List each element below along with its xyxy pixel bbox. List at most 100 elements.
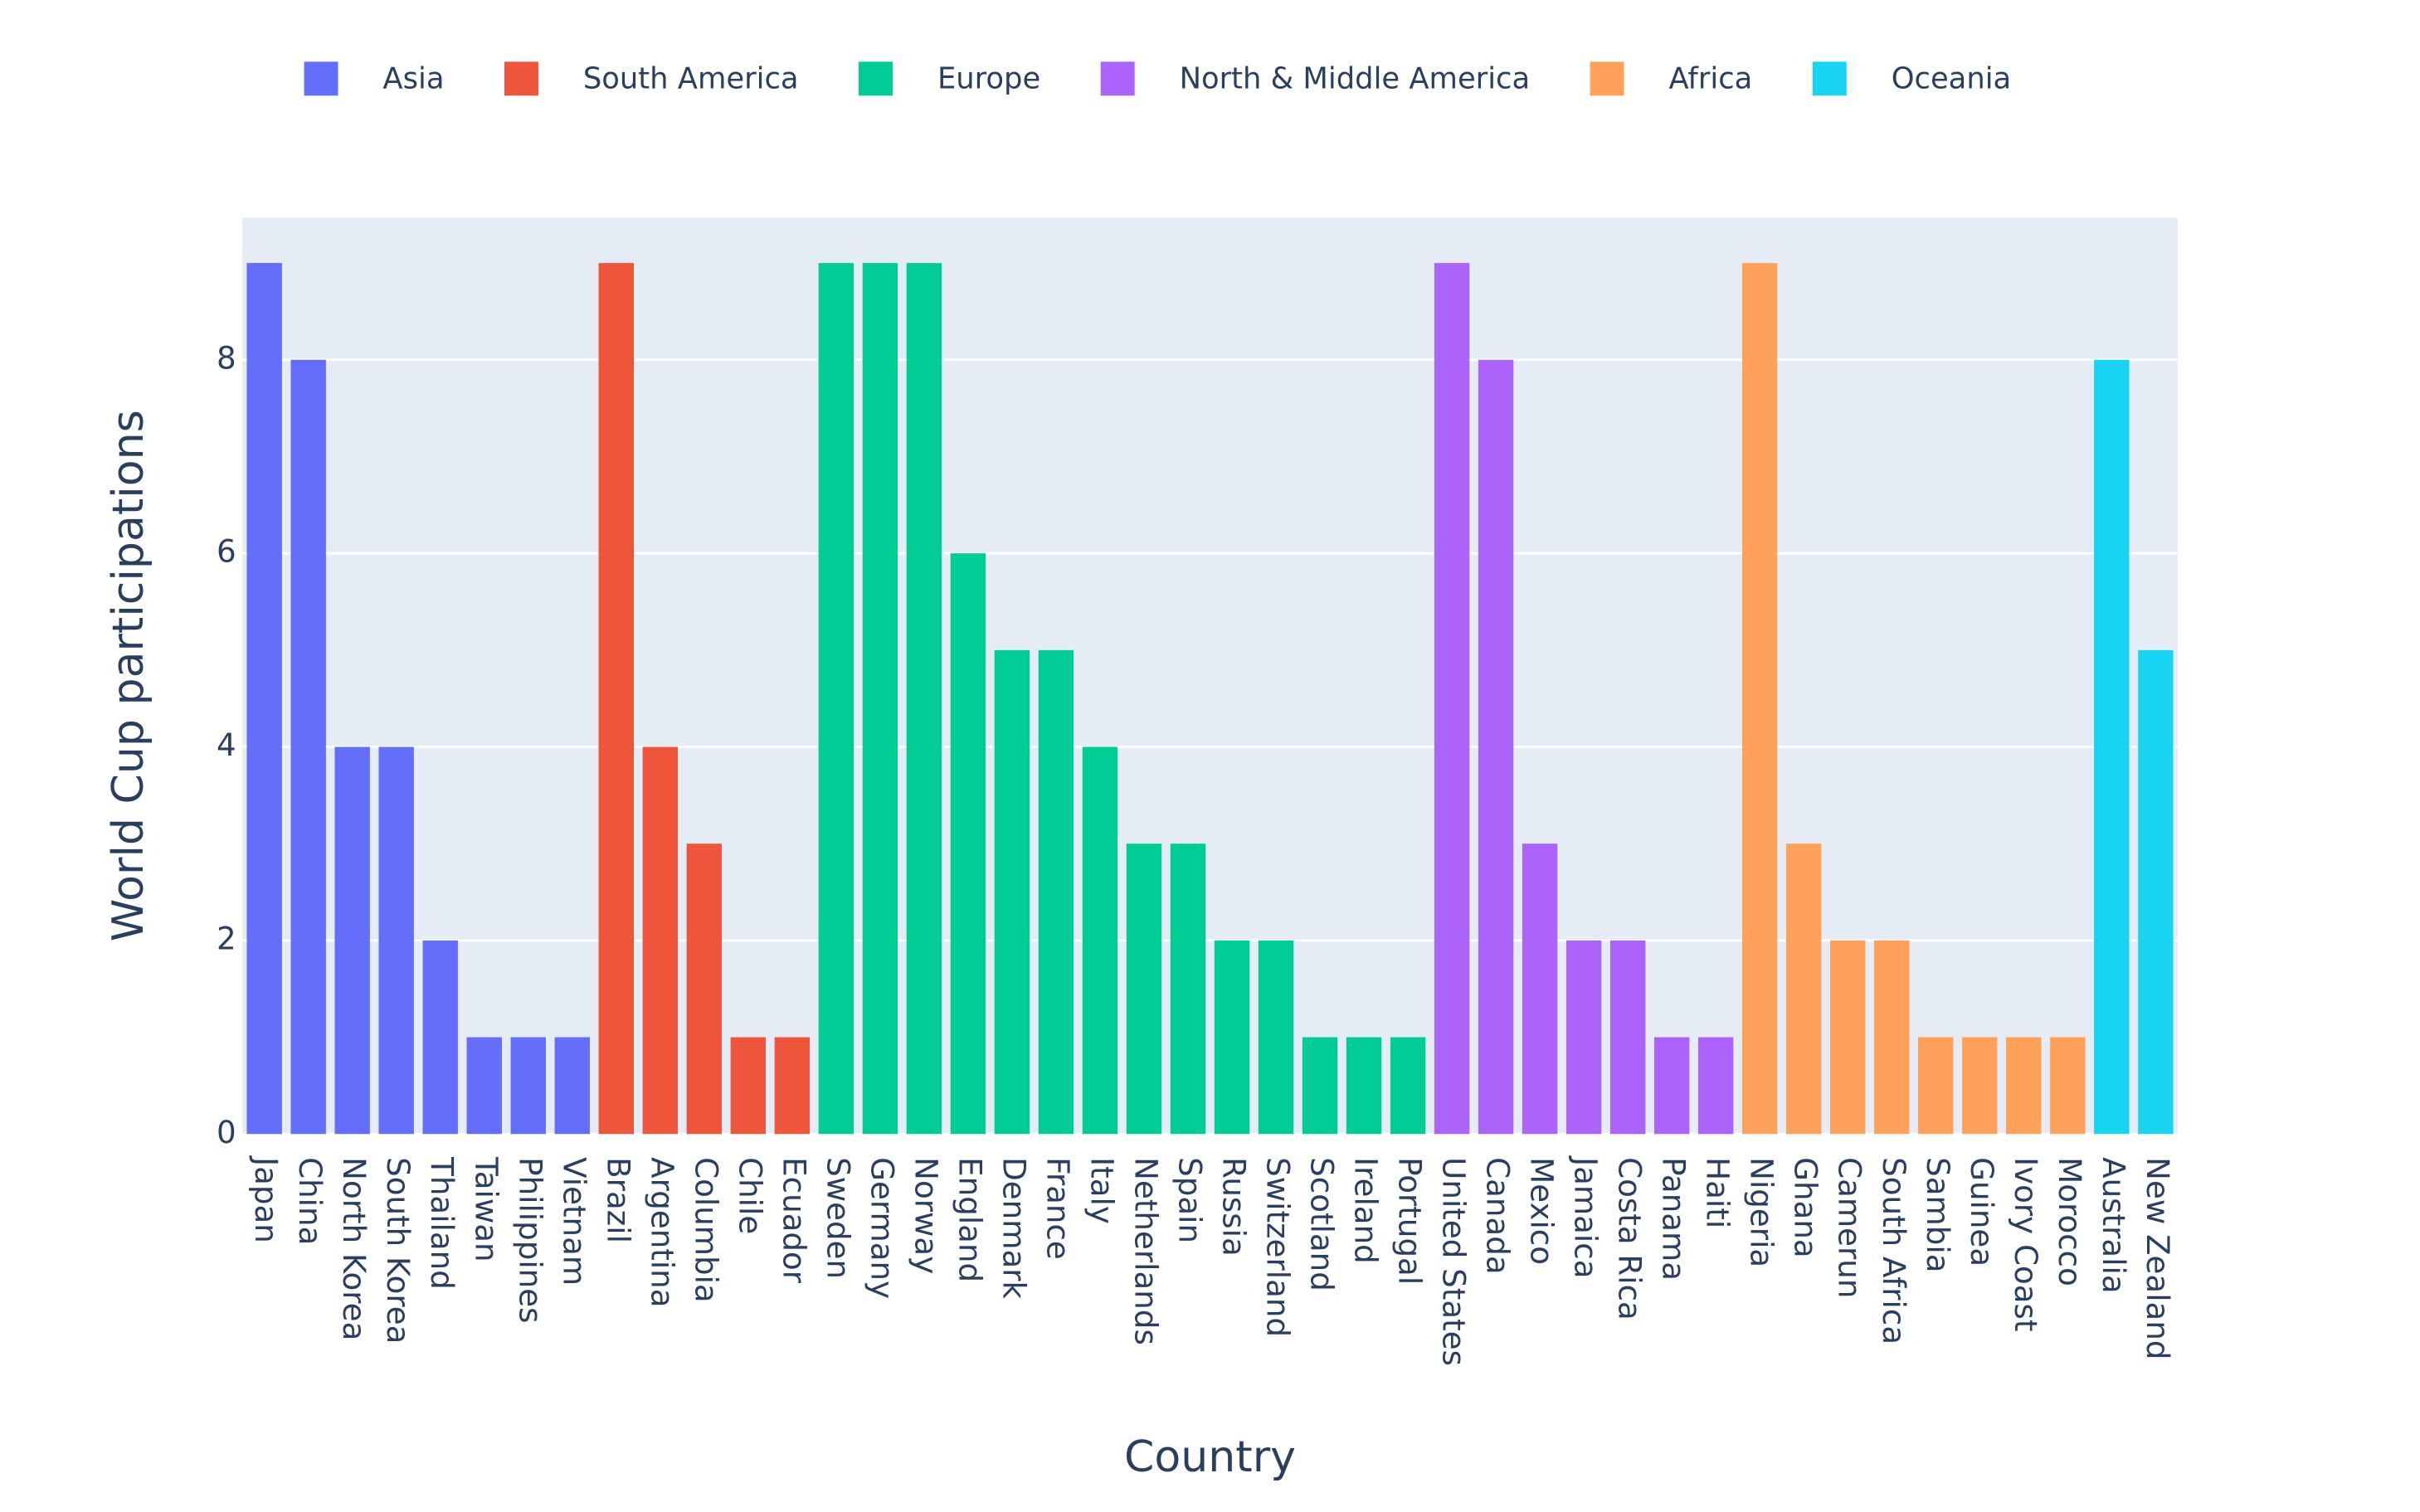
bar — [1697, 1037, 1734, 1135]
bar — [510, 1037, 546, 1135]
x-tick-label: United States — [1436, 1157, 1473, 1366]
bar — [1434, 263, 1470, 1135]
bar — [1478, 359, 1514, 1135]
x-tick-label: Scotland — [1304, 1157, 1341, 1291]
x-tick-label: Italy — [1083, 1157, 1120, 1224]
x-tick-label: Spain — [1171, 1157, 1208, 1243]
bar — [422, 940, 458, 1135]
bar — [1874, 940, 1910, 1135]
x-tick-label: Russia — [1216, 1157, 1253, 1257]
x-tick-label: Guinea — [1964, 1157, 2000, 1266]
bar — [818, 263, 855, 1135]
bar — [994, 649, 1030, 1135]
x-tick-label: Nigeria — [1744, 1157, 1780, 1267]
bar — [1302, 1037, 1338, 1135]
bar — [1346, 1037, 1382, 1135]
x-tick-label: Brazil — [600, 1157, 636, 1243]
bar — [1962, 1037, 1998, 1135]
bar — [1522, 844, 1558, 1135]
bar — [1082, 746, 1118, 1135]
x-tick-label: Canada — [1480, 1157, 1517, 1275]
bar — [686, 844, 723, 1135]
y-tick-label: 4 — [217, 727, 236, 763]
bar — [1170, 844, 1206, 1135]
x-tick-label: Camerun — [1832, 1157, 1868, 1298]
bar — [378, 746, 414, 1135]
legend-swatch — [1590, 61, 1624, 96]
bar — [862, 263, 898, 1135]
bar — [774, 1037, 811, 1135]
legend-label: South America — [583, 62, 799, 96]
bar — [1741, 263, 1778, 1135]
x-tick-label: Costa Rica — [1612, 1157, 1648, 1320]
bar — [1126, 844, 1162, 1135]
x-tick-label: Ecuador — [776, 1157, 812, 1284]
bar — [1609, 940, 1646, 1135]
legend-swatch — [859, 61, 894, 96]
x-tick-label: Sambia — [1920, 1157, 1956, 1272]
y-tick-label: 0 — [217, 1114, 236, 1150]
x-tick-label: Thailand — [424, 1156, 460, 1290]
bar — [730, 1037, 767, 1135]
legend-swatch — [1812, 61, 1847, 96]
x-tick-label: Denmark — [996, 1157, 1032, 1299]
bar — [950, 553, 986, 1135]
legend-label: Oceania — [1892, 62, 2011, 96]
x-tick-label: New Zealand — [2140, 1157, 2176, 1359]
x-tick-label: Netherlands — [1127, 1157, 1164, 1345]
bar — [2094, 359, 2130, 1135]
bar — [1038, 649, 1074, 1135]
x-tick-label: China — [292, 1157, 329, 1245]
legend-label: North & Middle America — [1180, 62, 1530, 96]
x-tick-label: Sweden — [820, 1157, 856, 1279]
legend-label: Africa — [1669, 62, 1753, 96]
x-tick-label: Morocco — [2052, 1157, 2088, 1286]
bar — [2006, 1037, 2042, 1135]
bar — [1214, 940, 1250, 1135]
bar — [466, 1037, 502, 1135]
bar — [246, 263, 282, 1135]
bar — [1390, 1037, 1426, 1135]
x-tick-label: Australia — [2096, 1157, 2132, 1294]
x-tick-label: Vietnam — [556, 1157, 592, 1286]
x-tick-label: North Korea — [336, 1157, 372, 1340]
bar — [598, 263, 634, 1135]
bar — [2050, 1037, 2086, 1135]
bar — [1918, 1037, 1954, 1135]
y-tick-label: 2 — [217, 920, 236, 956]
x-tick-label: Switzerland — [1260, 1157, 1297, 1337]
legend-swatch — [304, 61, 338, 96]
legend-label: Asia — [382, 62, 444, 96]
bar — [906, 263, 942, 1135]
bar — [1786, 844, 1822, 1135]
x-tick-label: Jamaica — [1568, 1155, 1604, 1278]
x-tick-label: Taiwan — [468, 1156, 504, 1262]
x-tick-label: Portugal — [1392, 1157, 1429, 1285]
x-tick-label: England — [952, 1157, 988, 1282]
y-tick-label: 6 — [217, 533, 236, 570]
bar — [290, 359, 326, 1135]
bar — [1565, 940, 1602, 1135]
legend-swatch — [1100, 61, 1135, 96]
x-tick-label: Columbia — [688, 1157, 724, 1303]
x-tick-label: France — [1040, 1157, 1076, 1260]
x-tick-label: Ghana — [1788, 1157, 1824, 1258]
bar — [1258, 940, 1294, 1135]
x-tick-label: Ivory Coast — [2008, 1157, 2044, 1331]
x-tick-label: South Africa — [1876, 1157, 1912, 1344]
x-tick-label: Ireland — [1348, 1157, 1385, 1264]
y-tick-label: 8 — [217, 339, 236, 376]
x-tick-label: Germany — [864, 1157, 900, 1299]
bar — [1653, 1037, 1690, 1135]
x-tick-label: Argentina — [644, 1157, 680, 1307]
x-tick-label: Japan — [248, 1155, 285, 1243]
legend-swatch — [504, 61, 538, 96]
x-tick-label: Haiti — [1700, 1157, 1736, 1228]
x-tick-label: South Korea — [380, 1157, 416, 1344]
bar — [334, 746, 370, 1135]
x-tick-label: Panama — [1656, 1157, 1692, 1281]
x-axis-title: Country — [1124, 1432, 1296, 1482]
x-tick-label: Norway — [908, 1157, 944, 1274]
x-tick-label: Chile — [732, 1157, 768, 1234]
